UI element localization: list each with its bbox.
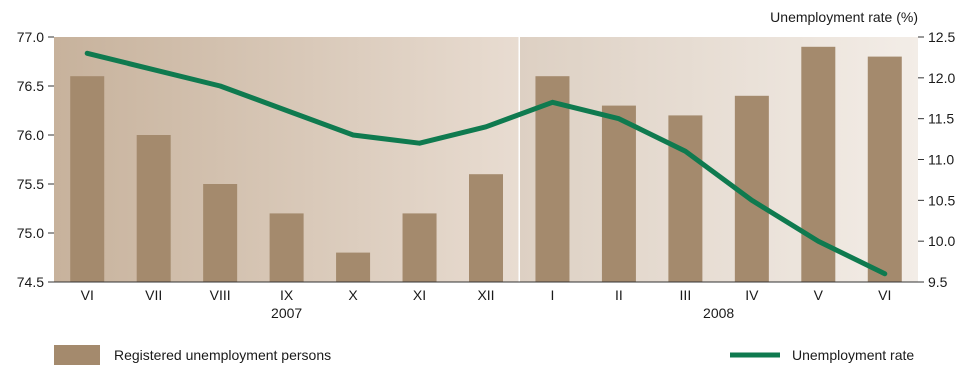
x-tick-label: II	[615, 287, 623, 303]
left-axis: 74.5 75.0 75.5 76.0 76.5 77.0	[17, 29, 54, 290]
x-tick-label: IV	[745, 287, 759, 303]
right-tick-label: 12.0	[928, 70, 955, 86]
bar	[402, 213, 437, 282]
right-tick-label: 11.5	[928, 111, 954, 127]
plot-background	[54, 37, 918, 282]
right-tick-label: 10.5	[928, 192, 955, 208]
x-tick-label: I	[551, 287, 555, 303]
right-tick-label: 10.0	[928, 233, 955, 249]
left-tick-label: 74.5	[17, 274, 44, 290]
x-tick-label: III	[680, 287, 692, 303]
year-label: 2008	[703, 305, 734, 321]
bar-series	[70, 46, 902, 283]
rate-line	[84, 50, 888, 277]
year-label: 2007	[271, 305, 302, 321]
bar	[668, 115, 703, 283]
left-tick-label: 75.0	[17, 225, 44, 241]
x-tick-label: VIII	[210, 287, 231, 303]
bar	[269, 213, 304, 282]
right-axis: 9.5 10.0 10.5 11.0 11.5 12.0 12.5	[918, 29, 955, 290]
right-tick-label: 12.5	[928, 29, 955, 45]
x-tick-label: VI	[81, 287, 94, 303]
bar	[203, 184, 238, 282]
left-tick-label: 77.0	[17, 29, 44, 45]
bar	[601, 105, 636, 282]
left-tick-label: 76.5	[17, 78, 44, 94]
bar	[469, 174, 503, 282]
x-tick-label: VII	[145, 287, 162, 303]
bar	[336, 252, 371, 282]
bar	[136, 135, 171, 282]
x-axis: VI VII VIII IX X XI XII I II III IV V VI	[54, 281, 918, 303]
bar	[70, 76, 105, 282]
bar	[867, 56, 902, 282]
right-axis-title: Unemployment rate (%)	[770, 9, 918, 25]
left-tick-label: 76.0	[17, 127, 44, 143]
x-tick-label: XI	[413, 287, 426, 303]
right-tick-label: 11.0	[928, 152, 954, 168]
line-series	[84, 50, 888, 277]
legend-label-bars: Registered unemployment persons	[114, 347, 331, 363]
x-tick-label: V	[814, 287, 824, 303]
x-tick-label: VI	[878, 287, 891, 303]
bar	[535, 76, 570, 282]
panel-2008	[519, 37, 918, 282]
year-labels: 2007 2008	[271, 305, 734, 321]
left-tick-label: 75.5	[17, 176, 44, 192]
x-tick-label: IX	[280, 287, 294, 303]
legend-label-line: Unemployment rate	[792, 347, 914, 363]
legend-swatch-bars	[54, 345, 100, 365]
right-tick-label: 9.5	[928, 274, 948, 290]
x-tick-label: X	[348, 287, 358, 303]
legend: Registered unemployment persons Unemploy…	[54, 345, 914, 365]
x-tick-label: XII	[477, 287, 494, 303]
